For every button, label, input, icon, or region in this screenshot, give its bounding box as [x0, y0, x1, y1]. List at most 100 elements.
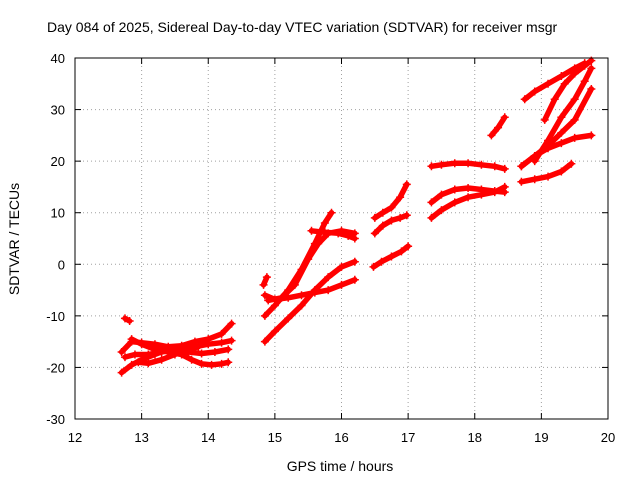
data-point: [450, 185, 459, 194]
track-6: [134, 342, 203, 368]
data-point: [387, 216, 396, 225]
data-point: [557, 128, 566, 137]
data-point: [320, 228, 329, 237]
data-point: [396, 193, 405, 202]
data-point: [520, 95, 529, 104]
data-point: [307, 226, 316, 235]
data-point: [260, 291, 269, 300]
data-point: [270, 327, 279, 336]
track-18: [427, 182, 509, 222]
data-point: [337, 262, 346, 271]
data-point: [494, 123, 503, 132]
y-tick-label: -20: [46, 360, 65, 375]
data-point: [464, 183, 473, 192]
track-line: [521, 60, 588, 103]
data-point: [259, 280, 268, 289]
data-point: [377, 257, 386, 266]
data-point: [297, 301, 306, 310]
data-point: [544, 79, 553, 88]
data-point: [427, 162, 436, 171]
data-point: [570, 95, 579, 104]
data-point: [370, 213, 379, 222]
grid: [75, 58, 608, 419]
track-1: [120, 314, 134, 326]
data-point: [567, 159, 576, 168]
track-16: [427, 159, 509, 173]
x-tick-label: 20: [601, 430, 615, 445]
data-point: [264, 296, 273, 305]
x-tick-label: 16: [334, 430, 348, 445]
axis-ticks: 12 13 14 15 16 17 18 19 20 -30 -20 -10 0 10 20 30 40: [46, 51, 615, 445]
track-13: [369, 242, 413, 271]
data-point: [260, 311, 269, 320]
data-series: [117, 56, 596, 377]
data-point: [224, 345, 233, 354]
data-point: [437, 206, 446, 215]
data-point: [540, 115, 549, 124]
data-point: [396, 213, 405, 222]
track-19: [487, 113, 509, 140]
data-point: [324, 273, 333, 282]
data-point: [544, 136, 553, 145]
x-tick-label: 17: [401, 430, 415, 445]
data-point: [570, 133, 579, 142]
data-point: [297, 291, 306, 300]
track-line: [541, 57, 595, 123]
data-point: [170, 350, 179, 359]
track-7: [259, 273, 271, 289]
data-point: [227, 336, 236, 345]
data-point: [327, 208, 336, 217]
data-point: [557, 167, 566, 176]
data-point: [262, 273, 271, 282]
data-point: [587, 131, 596, 140]
y-tick-label: -10: [46, 309, 65, 324]
y-tick-label: -30: [46, 412, 65, 427]
data-point: [127, 335, 136, 344]
data-point: [130, 350, 139, 359]
data-point: [560, 79, 569, 88]
track-22: [517, 131, 596, 171]
data-point: [207, 360, 216, 369]
data-point: [337, 280, 346, 289]
data-point: [397, 247, 406, 256]
data-point: [120, 314, 129, 323]
x-tick-label: 14: [201, 430, 215, 445]
data-point: [217, 359, 226, 368]
data-point: [144, 359, 153, 368]
data-point: [530, 157, 539, 166]
data-point: [437, 160, 446, 169]
data-point: [570, 115, 579, 124]
data-point: [184, 345, 193, 354]
track-8: [260, 208, 336, 320]
x-tick-label: 12: [68, 430, 82, 445]
data-point: [277, 293, 286, 302]
track-line: [128, 336, 231, 368]
data-point: [402, 180, 411, 189]
data-point: [427, 198, 436, 207]
data-point: [404, 242, 413, 251]
data-point: [570, 69, 579, 78]
y-tick-label: 10: [51, 206, 65, 221]
data-point: [580, 77, 589, 86]
data-point: [344, 231, 353, 240]
track-12: [307, 226, 359, 243]
data-point: [557, 72, 566, 81]
x-tick-label: 15: [268, 430, 282, 445]
y-tick-label: 40: [51, 51, 65, 66]
data-point: [544, 172, 553, 181]
data-point: [500, 164, 509, 173]
data-point: [304, 255, 313, 264]
data-point: [587, 84, 596, 93]
x-tick-label: 18: [468, 430, 482, 445]
data-point: [490, 188, 499, 197]
data-point: [477, 160, 486, 169]
data-point: [227, 319, 236, 328]
data-point: [217, 329, 226, 338]
track-line: [518, 160, 575, 185]
data-point: [402, 211, 411, 220]
data-point: [150, 345, 159, 354]
data-point: [378, 208, 387, 217]
data-point: [370, 229, 379, 238]
data-point: [437, 190, 446, 199]
data-point: [517, 177, 526, 186]
